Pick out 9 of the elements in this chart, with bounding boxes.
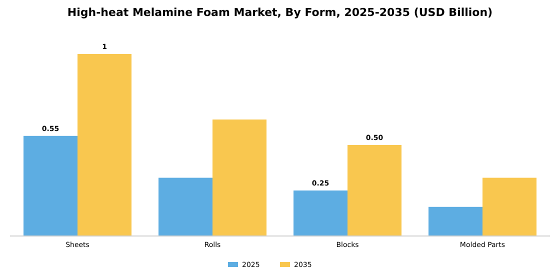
bar [212,120,266,236]
bar [158,178,212,236]
bar [482,178,536,236]
bar [78,54,132,236]
bar [24,136,78,236]
bar [428,206,482,236]
chart-title: High-heat Melamine Foam Market, By Form, 2025-2035 (USD Billion) [67,6,493,19]
bar [294,190,348,236]
bar [348,145,402,236]
